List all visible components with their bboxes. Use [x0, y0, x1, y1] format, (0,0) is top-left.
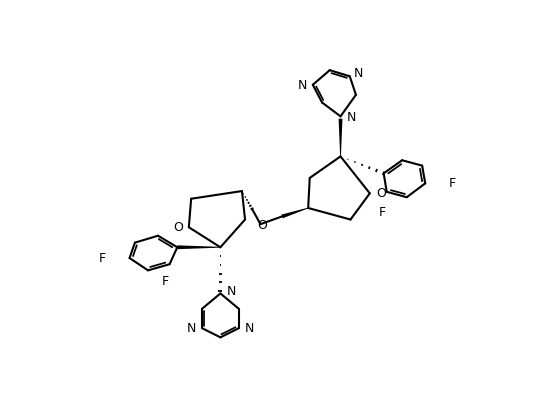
Text: O: O	[376, 187, 386, 200]
Text: N: N	[245, 322, 255, 335]
Text: O: O	[173, 221, 183, 234]
Text: N: N	[186, 322, 196, 335]
Text: F: F	[379, 206, 386, 219]
Text: N: N	[297, 79, 307, 92]
Text: N: N	[227, 286, 236, 298]
Text: O: O	[257, 219, 267, 232]
Text: N: N	[347, 111, 356, 124]
Polygon shape	[338, 119, 342, 156]
Text: F: F	[449, 177, 456, 190]
Polygon shape	[281, 208, 308, 218]
Text: F: F	[161, 275, 168, 288]
Polygon shape	[177, 245, 220, 249]
Text: N: N	[354, 67, 363, 80]
Text: F: F	[99, 252, 106, 264]
